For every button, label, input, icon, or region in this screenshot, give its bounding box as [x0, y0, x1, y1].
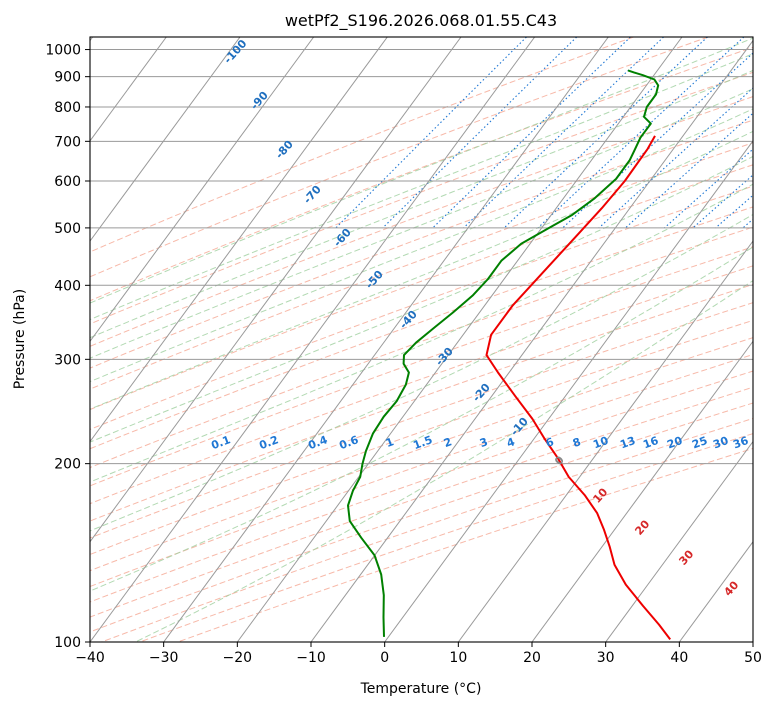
moist-adiabat-line: [90, 155, 753, 443]
dry-adiabat-line: [90, 246, 753, 487]
mixing-ratio-label: 0.2: [257, 433, 280, 452]
mixing-ratio-label: 13: [618, 434, 637, 451]
dry-adiabat-line: [90, 164, 753, 411]
moist-adiabat-line: [90, 213, 753, 532]
mixing-ratio-label: 0.6: [337, 433, 360, 452]
x-tick-label: −20: [223, 650, 253, 666]
mixing-ratio-label: 10: [591, 434, 610, 452]
isotherm-line: [310, 39, 753, 642]
dry-adiabat-line: [90, 46, 753, 302]
mixing-ratio-label: 6: [544, 435, 556, 450]
x-tick-label: −30: [149, 650, 179, 666]
dry-adiabat-line: [90, 37, 634, 253]
mixing-ratio-label: 0.4: [306, 433, 329, 452]
dry-adiabat-line: [90, 142, 753, 390]
y-tick-label: 900: [54, 70, 81, 86]
dry-adiabat-line: [90, 206, 753, 450]
series-layer: [347, 69, 671, 641]
dry-adiabat-line: [90, 265, 753, 505]
dry-adiabat-line: [90, 353, 753, 588]
isotherm-line: [90, 37, 167, 142]
mixing-ratio-label: 30: [711, 434, 730, 452]
moist-adiabat-line: [90, 53, 753, 321]
isotherm-line: [90, 37, 388, 443]
mixing-ratio-label: 20: [665, 434, 684, 452]
mixing-ratio-label: 1: [384, 435, 396, 450]
moist-adiabat-line: [90, 130, 753, 410]
y-axis-label: Pressure (hPa): [12, 289, 28, 389]
isotherm-line: [90, 37, 315, 343]
dry-adiabat-line: [90, 386, 753, 618]
mixing-ratio-line: [432, 37, 631, 229]
x-tick-label: 0: [380, 650, 389, 666]
chart-title: wetPf2_S196.2026.068.01.55.C43: [285, 11, 557, 31]
x-tick-label: −40: [75, 650, 105, 666]
mixing-ratio-label: 1.5: [411, 433, 434, 452]
dewpoint-line: [347, 69, 660, 637]
y-tick-label: 500: [54, 221, 81, 237]
x-axis-label: Temperature (°C): [360, 681, 482, 697]
mixing-ratio-label: 8: [571, 435, 583, 450]
moist-adiabat-line: [135, 280, 753, 642]
moist-adiabat-line: [90, 69, 753, 339]
mixing-ratio-line: [537, 37, 745, 229]
y-tick-label: 1000: [45, 43, 81, 59]
y-tick-label: 300: [54, 352, 81, 368]
isotherm-line: [457, 240, 753, 642]
isotherm-line: [531, 340, 753, 642]
temperature-line: [485, 135, 671, 641]
x-tick-label: 40: [670, 650, 688, 666]
isotherm-line: [90, 37, 536, 642]
mixing-ratio-label: 3: [478, 435, 490, 450]
moist-adiabat-line: [90, 183, 753, 483]
y-tick-label: 800: [54, 100, 81, 116]
mixing-ratio-label: 36: [731, 434, 750, 452]
mixing-ratio-line: [335, 37, 527, 229]
dry-adiabat-line: [90, 302, 753, 539]
isotherm-line: [605, 440, 753, 642]
plot-frame: [89, 36, 754, 643]
x-tick-label: −10: [296, 650, 326, 666]
plot-background: [90, 37, 753, 642]
x-tick-label: 20: [523, 650, 541, 666]
y-tick-label: 700: [54, 134, 81, 150]
x-tick-label: 10: [449, 650, 467, 666]
isotherm-line: [752, 641, 753, 642]
moist-adiabat-line: [90, 246, 753, 592]
mixing-ratio-label: 25: [690, 434, 709, 451]
y-tick-label: 100: [54, 635, 81, 651]
isotherm-line: [236, 37, 683, 642]
mixing-ratio-label: 4: [505, 435, 517, 450]
isotherm-line: [384, 140, 753, 642]
axis-tick-layer: −40 −30 −20 −10 0 10 20 30 40 5010020030040050060…: [45, 43, 762, 666]
mixing-ratio-line: [765, 37, 775, 228]
mixing-ratio-line: [598, 87, 753, 229]
isotherm-line: [163, 37, 609, 642]
x-tick-label: 30: [597, 650, 615, 666]
x-tick-label: 50: [744, 650, 762, 666]
mixing-ratio-label: 2: [442, 435, 454, 450]
y-tick-label: 600: [54, 174, 81, 190]
mixing-ratio-line: [692, 174, 753, 229]
mixing-ratio-line: [562, 52, 753, 229]
mixing-ratio-label: 0.1: [209, 433, 232, 452]
isotherm-line: [90, 37, 241, 242]
y-tick-label: 400: [54, 278, 81, 294]
mixing-ratio-label: 16: [641, 434, 660, 452]
y-tick-label: 200: [54, 457, 81, 473]
